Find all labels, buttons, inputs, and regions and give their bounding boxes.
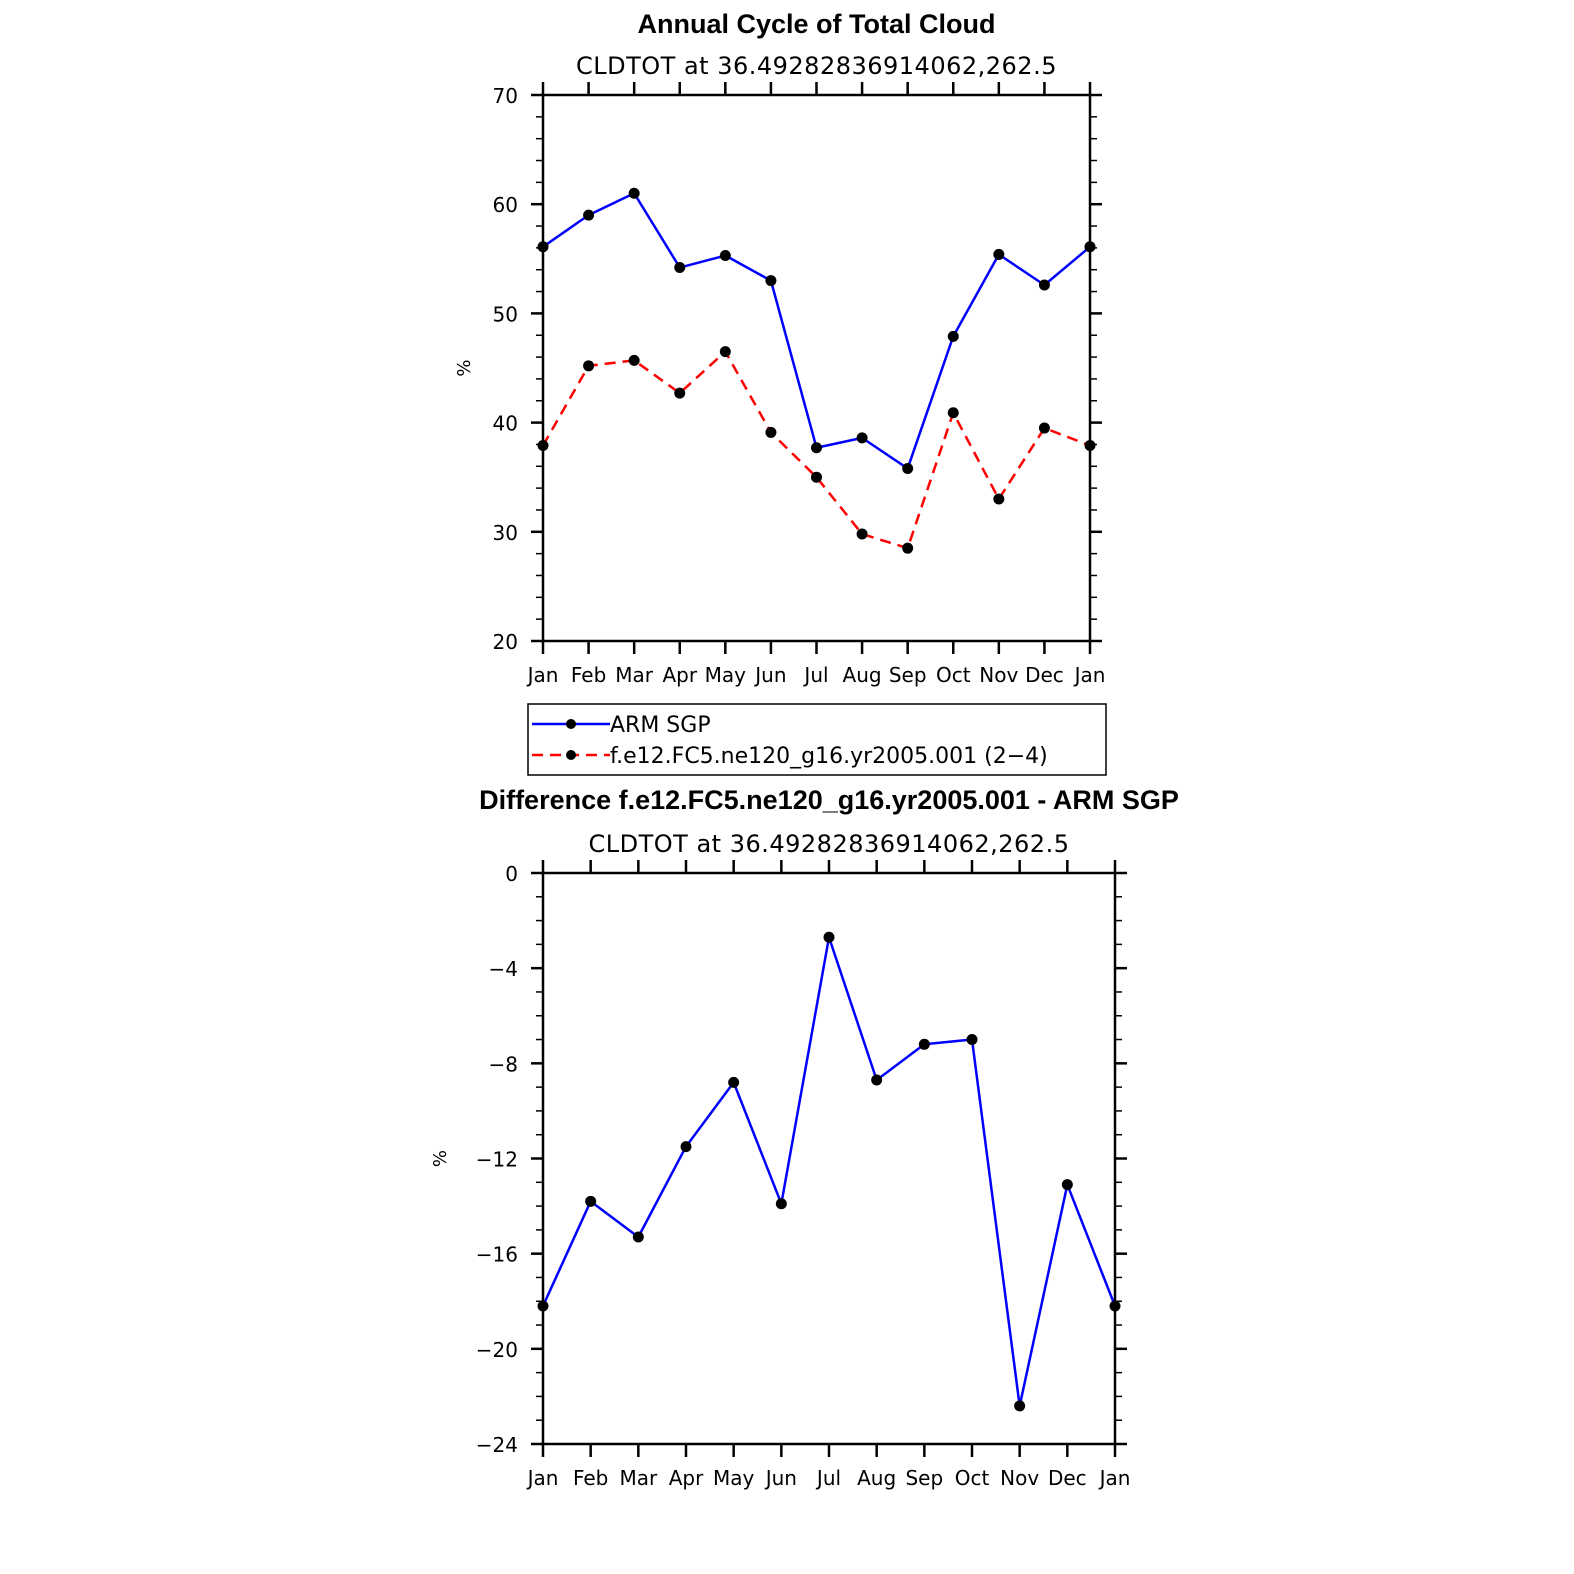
data-point bbox=[583, 360, 595, 372]
y-tick-label: 40 bbox=[493, 412, 518, 436]
x-tick-label: Feb bbox=[573, 1466, 608, 1490]
data-point bbox=[902, 542, 914, 554]
x-tick-label: Sep bbox=[889, 663, 927, 687]
data-point bbox=[811, 442, 822, 454]
x-tick-label: Sep bbox=[905, 1466, 943, 1490]
y-tick-label: −4 bbox=[489, 957, 518, 981]
data-point bbox=[871, 1074, 883, 1086]
data-point bbox=[775, 1198, 787, 1210]
y-tick-label: −16 bbox=[476, 1243, 518, 1267]
x-tick-label: Oct bbox=[936, 663, 971, 687]
data-point bbox=[856, 528, 868, 540]
x-tick-label: Jun bbox=[753, 663, 786, 687]
data-point bbox=[585, 1195, 597, 1207]
data-point bbox=[918, 1038, 930, 1050]
data-point bbox=[537, 440, 549, 452]
y-tick-label: −8 bbox=[489, 1052, 518, 1076]
x-tick-label: Jan bbox=[1073, 663, 1106, 687]
y-tick-label: −12 bbox=[476, 1148, 518, 1172]
x-tick-label: Jan bbox=[526, 1466, 559, 1490]
x-tick-label: Dec bbox=[1048, 1466, 1087, 1490]
data-point bbox=[1038, 279, 1050, 291]
y-tick-label: −24 bbox=[476, 1433, 518, 1457]
data-point bbox=[993, 248, 1005, 260]
chart-1: Annual Cycle of Total Cloud CLDTOT at 36.… bbox=[454, 9, 1107, 776]
y-tick-label: 70 bbox=[493, 84, 518, 108]
legend-marker bbox=[566, 719, 576, 729]
y-tick-label: 30 bbox=[493, 521, 518, 545]
legend-box bbox=[527, 703, 1107, 776]
legend-label: f.e12.FC5.ne120_g16.yr2005.001 (2−4) bbox=[610, 744, 1048, 769]
x-tick-label: Jul bbox=[815, 1466, 841, 1490]
data-point bbox=[765, 275, 777, 287]
y-axis-label: % bbox=[454, 359, 475, 376]
data-point bbox=[823, 931, 835, 943]
plot-frame bbox=[541, 93, 1092, 643]
x-tick-label: Apr bbox=[669, 1466, 704, 1490]
data-point bbox=[966, 1034, 978, 1046]
data-point bbox=[1061, 1179, 1073, 1191]
data-point bbox=[719, 346, 731, 358]
y-axis-label: % bbox=[430, 1150, 451, 1167]
chart-title: Annual Cycle of Total Cloud bbox=[637, 9, 995, 39]
x-tick-label: Nov bbox=[979, 663, 1018, 687]
x-tick-label: Feb bbox=[571, 663, 606, 687]
data-point bbox=[1084, 440, 1096, 452]
series-line-1 bbox=[542, 192, 1091, 470]
x-tick-label: Aug bbox=[857, 1466, 896, 1490]
data-point bbox=[583, 209, 595, 221]
x-tick-label: Nov bbox=[1000, 1466, 1039, 1490]
data-point bbox=[765, 426, 777, 438]
data-point bbox=[537, 241, 549, 253]
data-point bbox=[537, 1300, 549, 1312]
data-point bbox=[1014, 1400, 1026, 1412]
data-point bbox=[811, 471, 822, 483]
data-point bbox=[628, 187, 640, 199]
data-point bbox=[674, 262, 686, 274]
y-tick-label: 60 bbox=[493, 193, 518, 217]
x-tick-label: Dec bbox=[1025, 663, 1064, 687]
x-tick-label: Jul bbox=[802, 663, 828, 687]
legend-marker bbox=[566, 750, 576, 760]
data-point bbox=[728, 1076, 740, 1088]
chart-subtitle: CLDTOT at 36.49282836914062,262.5 bbox=[576, 52, 1057, 80]
data-point bbox=[719, 250, 731, 262]
x-tick-label: Jun bbox=[764, 1466, 797, 1490]
x-tick-label: Mar bbox=[619, 1466, 658, 1490]
data-point bbox=[680, 1141, 692, 1153]
x-tick-label: May bbox=[713, 1466, 755, 1490]
x-tick-label: Jan bbox=[1098, 1466, 1131, 1490]
x-tick-label: Aug bbox=[843, 663, 882, 687]
data-point bbox=[947, 330, 959, 342]
data-point bbox=[674, 387, 686, 399]
data-point bbox=[628, 354, 640, 366]
data-point bbox=[1109, 1300, 1121, 1312]
x-tick-label: Jan bbox=[526, 663, 559, 687]
chart-subtitle: CLDTOT at 36.49282836914062,262.5 bbox=[589, 830, 1070, 858]
data-point bbox=[856, 432, 868, 444]
chart-title: Difference f.e12.FC5.ne120_g16.yr2005.00… bbox=[479, 785, 1179, 815]
legend-label: ARM SGP bbox=[610, 713, 711, 738]
data-point bbox=[632, 1231, 644, 1243]
x-tick-label: Apr bbox=[662, 663, 697, 687]
series-line-1 bbox=[541, 935, 1117, 1408]
x-tick-label: May bbox=[705, 663, 747, 687]
data-point bbox=[947, 407, 959, 419]
data-point bbox=[1038, 422, 1050, 434]
y-tick-label: −20 bbox=[476, 1338, 518, 1362]
y-tick-label: 50 bbox=[493, 302, 518, 326]
y-tick-label: 0 bbox=[505, 862, 518, 886]
legend: ARM SGP f.e12.FC5.ne120_g16.yr2005.001 (2… bbox=[527, 703, 1107, 776]
data-point bbox=[993, 493, 1005, 505]
x-tick-label: Oct bbox=[955, 1466, 990, 1490]
y-tick-label: 20 bbox=[493, 630, 518, 654]
data-point bbox=[902, 462, 914, 474]
chart-2: Difference f.e12.FC5.ne120_g16.yr2005.00… bbox=[430, 785, 1179, 1490]
x-tick-label: Mar bbox=[615, 663, 654, 687]
data-point bbox=[1084, 241, 1096, 253]
